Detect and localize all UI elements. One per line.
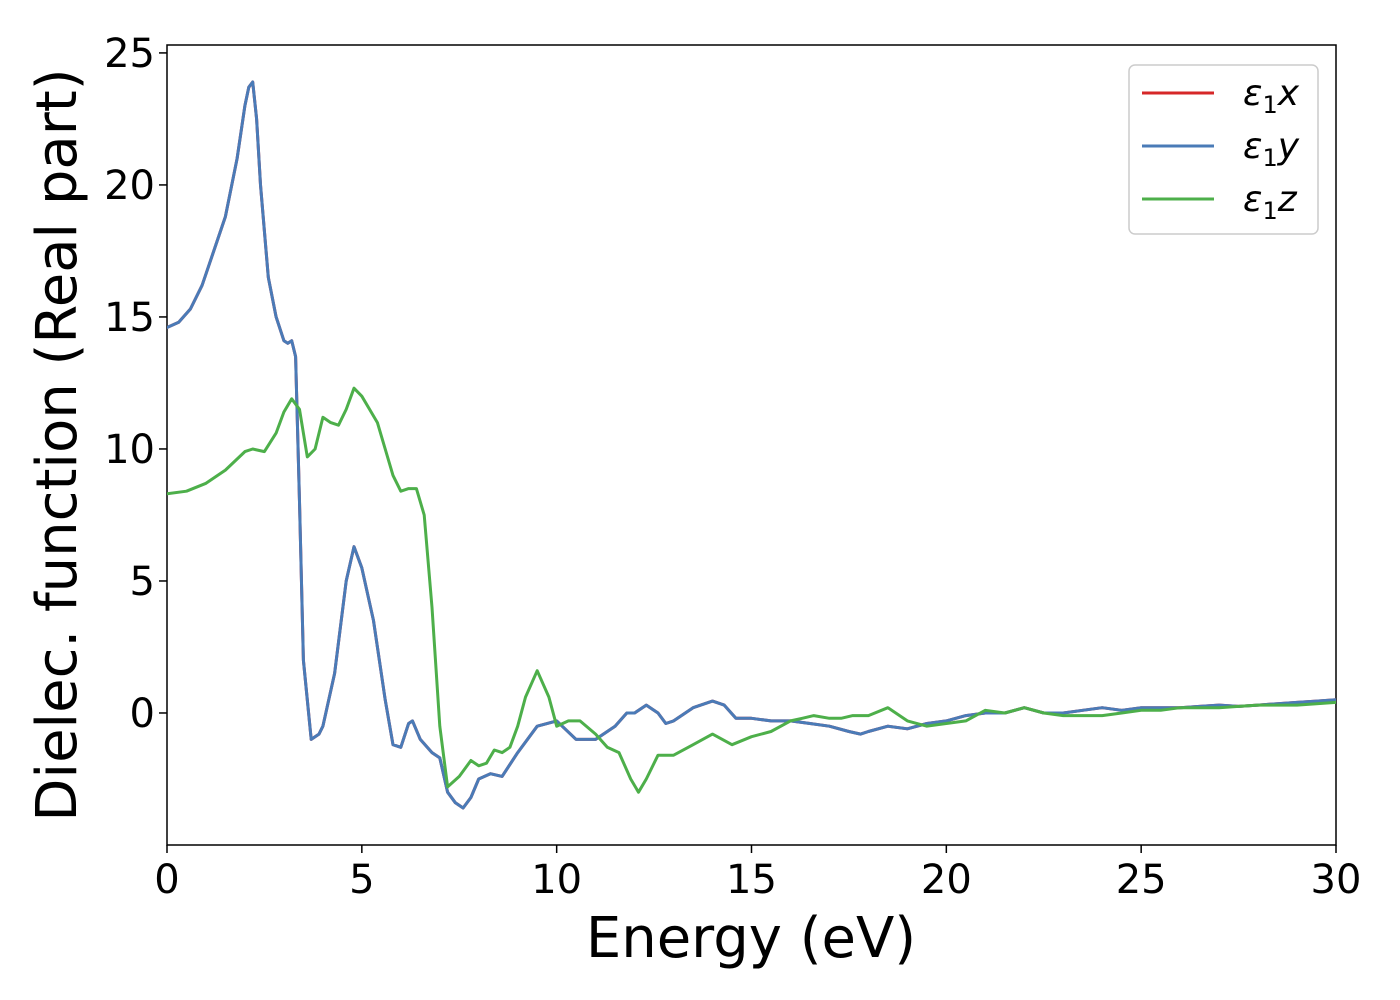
y-axis-ticks: 0 5 10 15 20 25	[104, 31, 167, 737]
x-axis-ticks: 0 5 10 15 20 25 30	[154, 845, 1361, 903]
legend-label-sub: 1	[1262, 144, 1277, 172]
y-tick-label: 0	[130, 691, 155, 737]
legend-label: ε1y	[1243, 126, 1300, 172]
series-layer	[167, 80, 1336, 810]
legend-label-base: ε	[1243, 126, 1262, 167]
legend-label: ε1z	[1243, 179, 1298, 225]
x-tick-label: 5	[349, 857, 374, 903]
legend-label-base: ε	[1243, 179, 1262, 220]
legend-label-sub: 1	[1262, 197, 1277, 225]
legend-label-base: ε	[1243, 73, 1262, 114]
legend-box	[1128, 64, 1319, 235]
legend-label: ε1x	[1243, 73, 1300, 119]
x-tick-label: 30	[1311, 857, 1362, 903]
x-tick-label: 0	[154, 857, 179, 903]
y-axis-label: Dielec. function (Real part)	[25, 68, 90, 821]
legend-label-sub: 1	[1262, 91, 1277, 119]
y-tick-label: 15	[104, 295, 155, 341]
x-axis-label: Energy (eV)	[586, 906, 916, 971]
x-tick-label: 25	[1116, 857, 1167, 903]
x-tick-label: 20	[921, 857, 972, 903]
y-tick-label: 5	[130, 559, 155, 605]
series-line-3	[167, 386, 1336, 794]
y-tick-label: 25	[104, 31, 155, 77]
legend-label-axis: y	[1277, 126, 1300, 167]
y-tick-label: 10	[104, 427, 155, 473]
x-tick-label: 10	[531, 857, 582, 903]
legend-label-axis: z	[1277, 179, 1298, 220]
y-tick-label: 20	[104, 163, 155, 209]
x-tick-label: 15	[726, 857, 777, 903]
legend-label-axis: x	[1277, 73, 1300, 114]
